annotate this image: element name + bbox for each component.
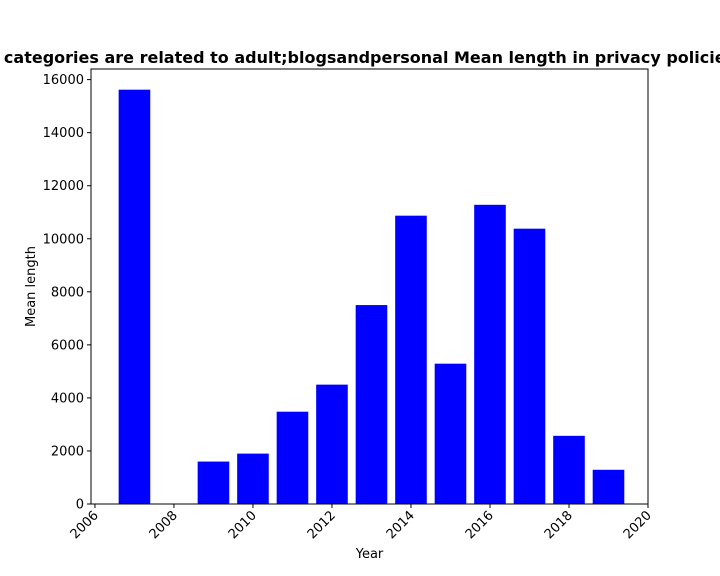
x-tick-label: 2008 <box>147 508 181 542</box>
x-axis: 2006 2008 2010 2012 2014 2016 2018 2020 <box>68 504 655 542</box>
x-tick-label: 2020 <box>621 508 655 542</box>
y-tick-label: 16000 <box>43 73 84 88</box>
y-axis: 0 2000 4000 6000 8000 10000 12000 14000 16000 <box>43 73 91 513</box>
y-tick-label: 4000 <box>51 391 84 406</box>
y-tick-label: 6000 <box>51 338 84 353</box>
bar-2007 <box>118 89 151 504</box>
x-tick-label: 2016 <box>463 508 497 542</box>
bar-2016 <box>474 204 506 504</box>
plot-frame <box>90 68 649 505</box>
bar-2015 <box>434 363 467 504</box>
y-axis-label: Mean length <box>24 246 39 327</box>
bars-layer <box>118 89 625 505</box>
x-axis-label: Year <box>355 547 384 562</box>
x-tick-label: 2006 <box>68 508 102 542</box>
x-tick-label: 2012 <box>305 508 339 542</box>
y-tick-label: 8000 <box>51 285 84 300</box>
y-tick-label: 12000 <box>43 179 84 194</box>
bar-2017 <box>513 228 546 505</box>
y-tick-label: 0 <box>76 498 84 513</box>
bar-2019 <box>592 469 625 504</box>
bar-2018 <box>553 435 585 504</box>
bar-2010 <box>237 453 269 504</box>
bar-2011 <box>276 411 309 504</box>
bar-2012 <box>316 384 348 504</box>
x-tick-label: 2010 <box>226 508 260 542</box>
y-tick-label: 2000 <box>51 444 84 459</box>
y-tick-label: 10000 <box>43 232 84 247</box>
bar-2013 <box>355 305 388 504</box>
y-tick-label: 14000 <box>43 126 84 141</box>
bar-2014 <box>395 215 427 504</box>
bar-2009 <box>197 461 230 504</box>
x-tick-label: 2014 <box>384 508 418 542</box>
chart-title: categories are related to adult;blogsand… <box>4 48 720 67</box>
x-tick-label: 2018 <box>542 508 576 542</box>
